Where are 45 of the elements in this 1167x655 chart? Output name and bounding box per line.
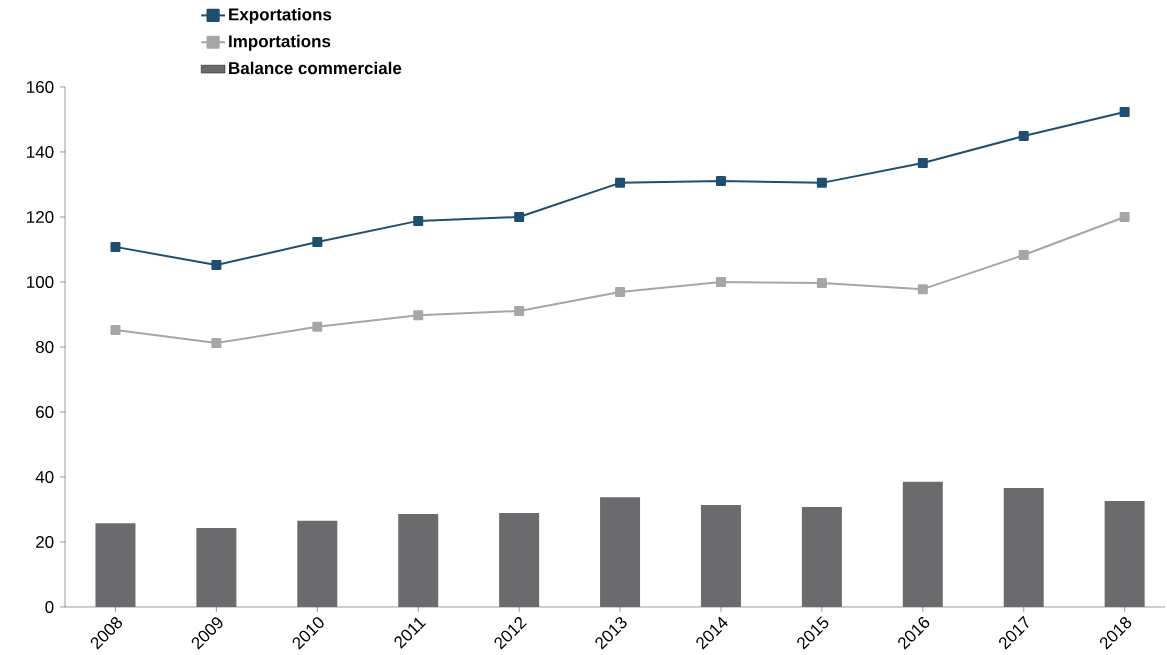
y-tick-label: 80	[35, 340, 54, 354]
point	[211, 338, 222, 349]
legend-label: Exportations	[229, 7, 332, 24]
bar	[499, 513, 540, 607]
point	[1018, 250, 1029, 261]
point	[211, 260, 222, 271]
bar	[297, 520, 338, 607]
point	[110, 241, 121, 252]
point	[312, 321, 323, 332]
bar	[801, 506, 842, 607]
point	[917, 158, 928, 169]
point	[615, 177, 626, 188]
point	[816, 177, 827, 188]
point	[312, 237, 323, 248]
point	[110, 325, 121, 336]
legend-label: Balance commerciale	[229, 61, 402, 75]
y-tick-label: 60	[36, 405, 54, 419]
bar	[902, 481, 943, 607]
bar	[700, 504, 741, 607]
bar	[1104, 501, 1145, 607]
bar	[196, 528, 237, 607]
y-tick-label: 40	[35, 470, 54, 484]
point	[413, 215, 424, 226]
y-tick-label: 0	[45, 600, 54, 614]
point	[715, 276, 726, 287]
point	[1119, 107, 1130, 118]
legend-label: Importations	[229, 34, 331, 51]
y-tick-label: 160	[27, 80, 54, 94]
y-tick-label: 120	[27, 210, 54, 224]
y-tick-label: 140	[27, 145, 54, 159]
point	[1018, 131, 1029, 142]
bar	[1003, 488, 1044, 607]
y-tick-label: 20	[36, 535, 54, 549]
y-tick-label: 100	[27, 275, 54, 289]
point	[917, 284, 928, 295]
bar	[95, 523, 136, 607]
point	[1119, 211, 1130, 222]
bar	[398, 514, 439, 607]
point	[514, 305, 525, 316]
point	[615, 287, 626, 298]
point	[715, 175, 726, 186]
point	[413, 310, 424, 321]
bar	[600, 497, 641, 607]
point	[514, 211, 525, 222]
point	[816, 277, 827, 288]
